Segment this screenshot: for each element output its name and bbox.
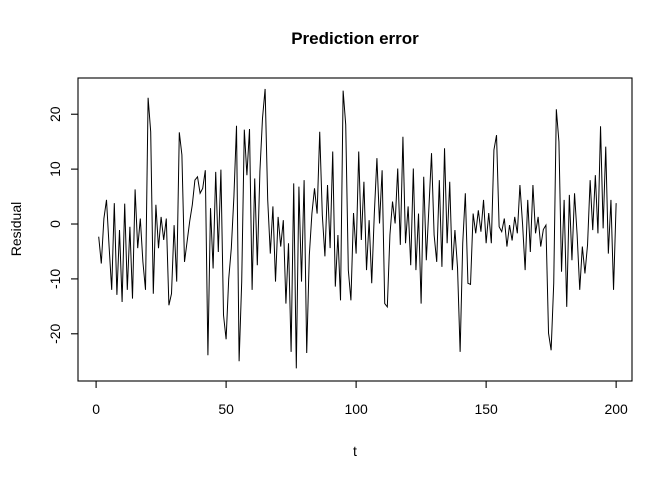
x-tick-label: 50 — [218, 401, 234, 417]
x-tick-label: 100 — [344, 401, 368, 417]
y-tick-label: -20 — [47, 323, 63, 343]
y-tick-label: -10 — [47, 269, 63, 289]
y-tick-label: 10 — [47, 161, 63, 177]
x-tick-label: 200 — [604, 401, 628, 417]
y-tick-label: 20 — [47, 106, 63, 122]
y-tick-label: 0 — [47, 220, 63, 228]
plot-box-border — [77, 77, 633, 382]
chart-title: Prediction error — [291, 29, 419, 48]
y-axis-label: Residual — [8, 202, 24, 256]
series-group — [98, 88, 617, 369]
x-axis: 0 50 100 150 200 — [92, 381, 628, 417]
x-axis-label: t — [353, 443, 357, 459]
x-tick-label: 150 — [474, 401, 498, 417]
y-axis: -20 -10 0 10 20 — [47, 106, 78, 344]
residual-series-line — [98, 88, 617, 369]
x-tick-label: 0 — [92, 401, 100, 417]
